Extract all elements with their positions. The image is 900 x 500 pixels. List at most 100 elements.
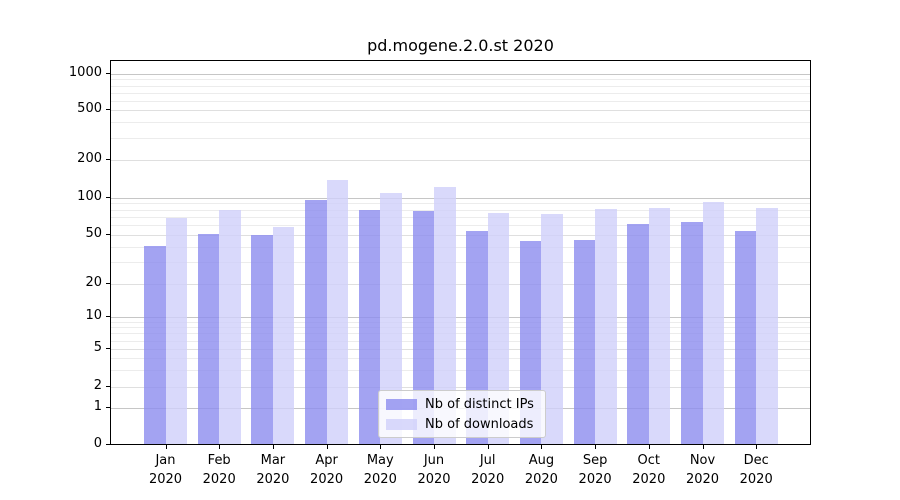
- x-tick-dec: [756, 445, 758, 449]
- bar-nb-of-distinct-ips-mar: [251, 235, 273, 444]
- bar-nb-of-downloads-apr: [326, 179, 349, 444]
- bar-nb-of-downloads-mar: [272, 226, 295, 444]
- y-tick-200: [106, 158, 110, 160]
- gridline-2: [111, 387, 810, 388]
- bar-nb-of-distinct-ips-sep: [573, 239, 596, 444]
- x-tick-label-mar: Mar 2020: [256, 453, 290, 487]
- x-tick-label-nov: Nov 2020: [685, 453, 720, 487]
- x-tick-label-apr: Apr 2020: [310, 453, 344, 487]
- bar-nb-of-downloads-aug: [541, 214, 563, 444]
- gridline-8: [111, 327, 810, 329]
- y-tick-50: [106, 234, 110, 235]
- chart-title: pd.mogene.2.0.st 2020: [367, 36, 554, 55]
- y-tick-label-10: 10: [85, 308, 102, 323]
- y-tick-2: [106, 386, 110, 387]
- gridline-800: [111, 85, 810, 87]
- y-tick-label-5: 5: [93, 340, 102, 355]
- bar-nb-of-distinct-ips-feb: [197, 234, 220, 444]
- y-tick-label-50: 50: [85, 226, 102, 241]
- bar-nb-of-downloads-dec: [756, 207, 778, 444]
- bar-nb-of-distinct-ips-nov: [681, 222, 703, 444]
- x-tick-jun: [434, 445, 435, 449]
- y-tick-label-0: 0: [93, 436, 102, 451]
- bar-nb-of-downloads-oct: [648, 207, 671, 444]
- x-tick-feb: [219, 445, 221, 449]
- gridline-300: [111, 137, 810, 139]
- bar-nb-of-distinct-ips-may: [358, 209, 381, 444]
- bar-nb-of-downloads-jun: [434, 187, 456, 444]
- x-tick-label-may: May 2020: [363, 453, 397, 487]
- gridline-9: [111, 321, 810, 323]
- legend-item-downloads: Nb of downloads: [386, 417, 538, 432]
- x-tick-jul: [487, 445, 489, 449]
- gridline-200: [111, 159, 810, 161]
- x-tick-aug: [541, 445, 543, 449]
- bar-nb-of-downloads-jul: [487, 212, 510, 444]
- y-tick-20: [106, 283, 110, 284]
- gridline-4: [111, 358, 810, 360]
- gridline-3: [111, 370, 810, 372]
- legend-item-distinct-ips: Nb of distinct IPs: [386, 397, 538, 412]
- legend-label-distinct-ips: Nb of distinct IPs: [425, 396, 534, 412]
- gridline-60: [111, 225, 810, 227]
- y-tick-label-20: 20: [85, 275, 102, 290]
- x-tick-label-jan: Jan 2020: [148, 453, 183, 487]
- y-tick-label-1: 1: [93, 399, 102, 414]
- x-tick-oct: [648, 445, 650, 449]
- gridline-700: [111, 92, 810, 94]
- gridline-1000: [111, 74, 810, 75]
- bar-nb-of-distinct-ips-dec: [734, 230, 757, 444]
- y-tick-10: [106, 316, 110, 317]
- bar-nb-of-distinct-ips-apr: [305, 199, 327, 444]
- bar-nb-of-downloads-nov: [702, 202, 724, 444]
- legend: Nb of distinct IPs Nb of downloads: [378, 390, 546, 438]
- legend-swatch-distinct-ips: [386, 398, 417, 410]
- gridline-100: [111, 197, 810, 199]
- gridline-40: [111, 246, 810, 248]
- x-tick-nov: [702, 445, 704, 449]
- gridline-900: [111, 79, 810, 81]
- legend-swatch-downloads: [386, 418, 417, 430]
- gridline-50: [111, 235, 810, 236]
- x-tick-label-jul: Jul 2020: [471, 453, 505, 487]
- y-tick-label-1000: 1000: [68, 65, 102, 80]
- gridline-90: [111, 203, 810, 205]
- gridline-400: [111, 122, 810, 124]
- y-tick-label-500: 500: [77, 101, 102, 116]
- x-tick-label-aug: Aug 2020: [524, 453, 558, 487]
- bar-nb-of-distinct-ips-jun: [412, 210, 434, 444]
- x-tick-may: [380, 445, 382, 449]
- x-tick-sep: [595, 445, 597, 449]
- bar-nb-of-distinct-ips-oct: [627, 224, 649, 444]
- gridline-7: [111, 333, 810, 335]
- gridline-6: [111, 340, 810, 342]
- bar-nb-of-downloads-jan: [165, 218, 187, 444]
- x-tick-jan: [165, 445, 167, 449]
- y-tick-label-100: 100: [77, 188, 102, 204]
- gridline-600: [111, 100, 810, 102]
- x-tick-apr: [326, 445, 328, 449]
- gridline-500: [111, 110, 810, 111]
- x-tick-mar: [272, 445, 274, 449]
- bar-nb-of-downloads-feb: [219, 209, 241, 444]
- bar-nb-of-downloads-may: [380, 192, 402, 444]
- gridline-5: [111, 349, 810, 350]
- x-tick-label-dec: Dec 2020: [739, 453, 773, 487]
- y-tick-label-2: 2: [93, 378, 102, 393]
- gridline-80: [111, 209, 810, 211]
- x-tick-label-oct: Oct 2020: [632, 453, 666, 487]
- gridline-30: [111, 262, 810, 264]
- y-tick-1: [106, 407, 110, 408]
- x-tick-label-jun: Jun 2020: [417, 453, 451, 487]
- y-tick-5: [106, 348, 110, 349]
- legend-label-downloads: Nb of downloads: [425, 416, 534, 432]
- x-tick-label-feb: Feb 2020: [202, 453, 236, 487]
- x-tick-label-sep: Sep 2020: [578, 453, 612, 487]
- bar-nb-of-downloads-sep: [595, 209, 617, 444]
- y-tick-label-200: 200: [77, 150, 102, 166]
- y-tick-100: [106, 196, 110, 198]
- gridline-20: [111, 284, 810, 285]
- y-tick-0: [106, 444, 110, 445]
- bar-nb-of-distinct-ips-jan: [144, 245, 166, 444]
